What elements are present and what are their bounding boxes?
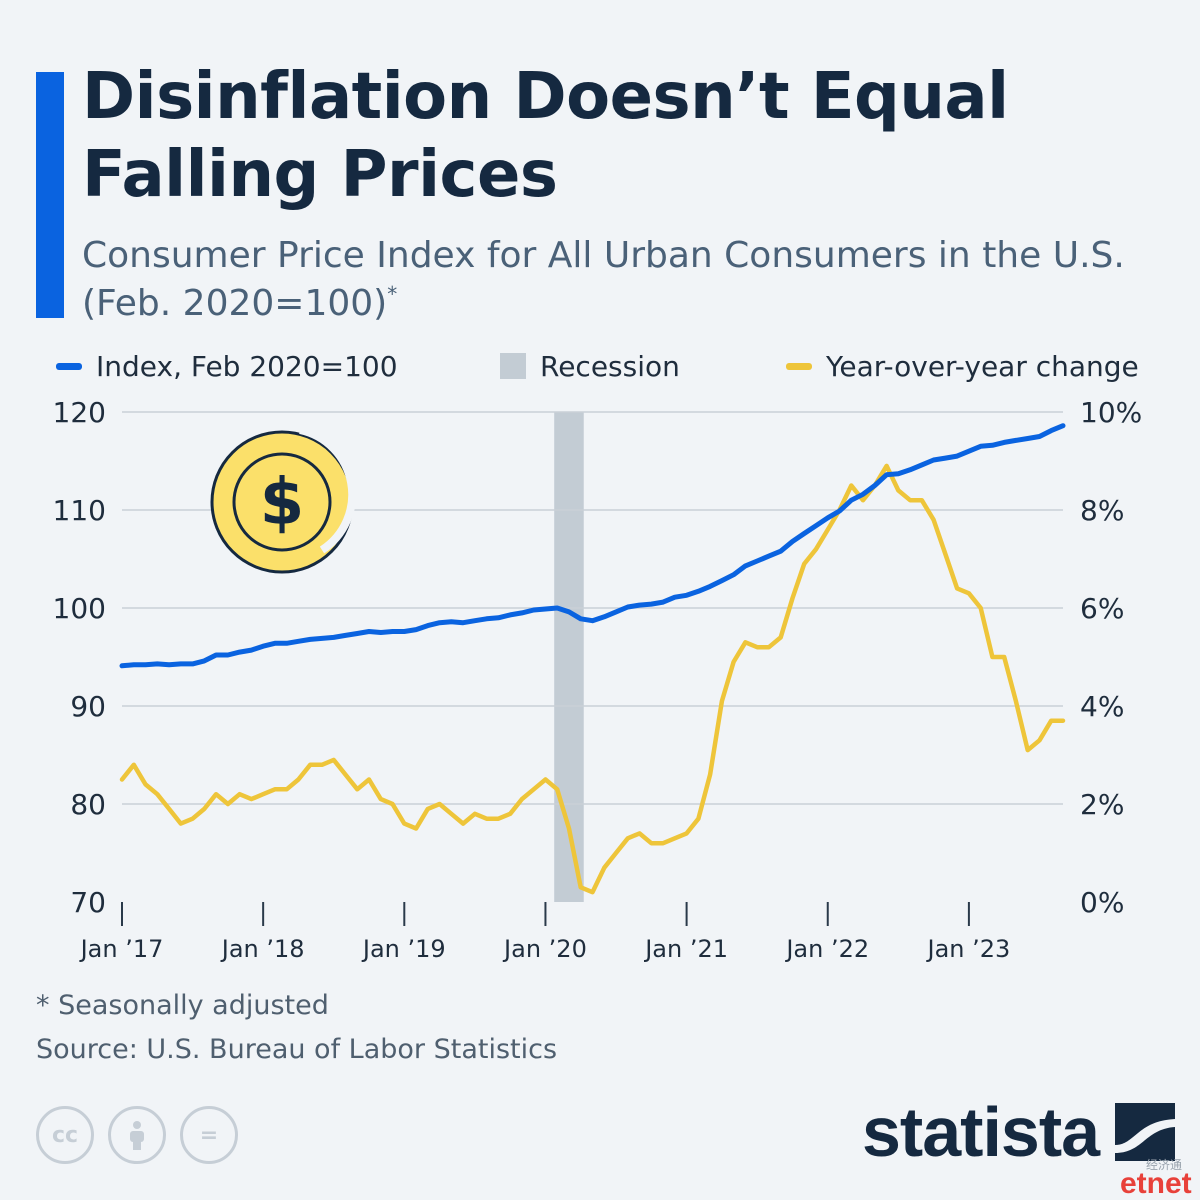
- watermark-chinese: 经济通: [1146, 1158, 1183, 1172]
- subtitle-text: Consumer Price Index for All Urban Consu…: [82, 235, 1125, 324]
- subtitle-footnote-mark: *: [387, 282, 398, 306]
- license-icons: cc =: [36, 1106, 238, 1164]
- watermark-etnet: etnet: [1120, 1167, 1192, 1200]
- footnote: * Seasonally adjusted: [36, 990, 329, 1021]
- coin-ring-gap: [299, 426, 357, 554]
- y-left-tick-label: 80: [70, 788, 106, 821]
- series-line-yoy: [119, 463, 1066, 895]
- statista-wordmark: statista: [862, 1093, 1100, 1171]
- coin-dollar-sign: $: [260, 466, 305, 540]
- legend-item-index: Index, Feb 2020=100: [56, 346, 398, 386]
- y-left-tick-label: 70: [70, 886, 106, 919]
- y-left-tick-label: 120: [53, 396, 106, 429]
- y-right-tick-label: 4%: [1080, 690, 1124, 723]
- chart-title: Disinflation Doesn’t Equal Falling Price…: [82, 60, 1009, 212]
- legend-label-recession: Recession: [540, 349, 680, 383]
- accent-bar: [36, 72, 64, 318]
- attribution-icon[interactable]: [108, 1106, 166, 1164]
- chart-area: 70 0% 80 2% 90 4% 100 6% 110 8% 120 10% Jan ’17 Jan ’…: [53, 396, 1143, 963]
- series-line-index: [119, 423, 1066, 669]
- y-right-tick-label: 0%: [1080, 886, 1124, 919]
- x-tick-label: Jan ’22: [784, 935, 869, 963]
- legend-item-recession: Recession: [500, 346, 680, 386]
- legend-swatch-yoy: [786, 362, 812, 370]
- statista-logo-icon: [1115, 1103, 1176, 1161]
- cc-icon[interactable]: cc: [36, 1106, 94, 1164]
- x-tick-label: Jan ’23: [926, 935, 1011, 963]
- y-left-tick-label: 110: [53, 494, 106, 527]
- no-derivatives-icon-glyph: =: [199, 1122, 219, 1148]
- statista-brand[interactable]: statista: [862, 1092, 1176, 1172]
- coin-inner-ring: [232, 452, 332, 552]
- legend-label-index: Index, Feb 2020=100: [96, 349, 398, 383]
- x-tick-label: Jan ’19: [361, 935, 446, 963]
- legend-swatch-index: [56, 362, 82, 370]
- y-right-tick-label: 2%: [1080, 788, 1124, 821]
- legend: Index, Feb 2020=100 Recession Year-over-…: [0, 346, 1200, 386]
- legend-label-yoy: Year-over-year change: [826, 349, 1139, 383]
- cc-icon-glyph: cc: [51, 1122, 79, 1148]
- y-right-tick-label: 8%: [1080, 494, 1124, 527]
- y-right-tick-label: 10%: [1080, 396, 1142, 429]
- x-tick-label: Jan ’18: [220, 935, 305, 963]
- source-note: Source: U.S. Bureau of Labor Statistics: [36, 1034, 558, 1065]
- legend-item-yoy: Year-over-year change: [786, 346, 1139, 386]
- legend-swatch-recession: [500, 353, 526, 379]
- recession-band: [554, 412, 584, 902]
- dollar-coin-icon: $: [210, 426, 357, 574]
- chart-subtitle: Consumer Price Index for All Urban Consu…: [82, 232, 1172, 328]
- y-left-tick-label: 100: [53, 592, 106, 625]
- y-left-tick-label: 90: [70, 690, 106, 723]
- y-right-tick-label: 6%: [1080, 592, 1124, 625]
- no-derivatives-icon[interactable]: =: [180, 1106, 238, 1164]
- x-tick-label: Jan ’17: [79, 935, 164, 963]
- attribution-figure-icon: [130, 1121, 144, 1150]
- x-tick-label: Jan ’20: [502, 935, 587, 963]
- x-tick-label: Jan ’21: [643, 935, 728, 963]
